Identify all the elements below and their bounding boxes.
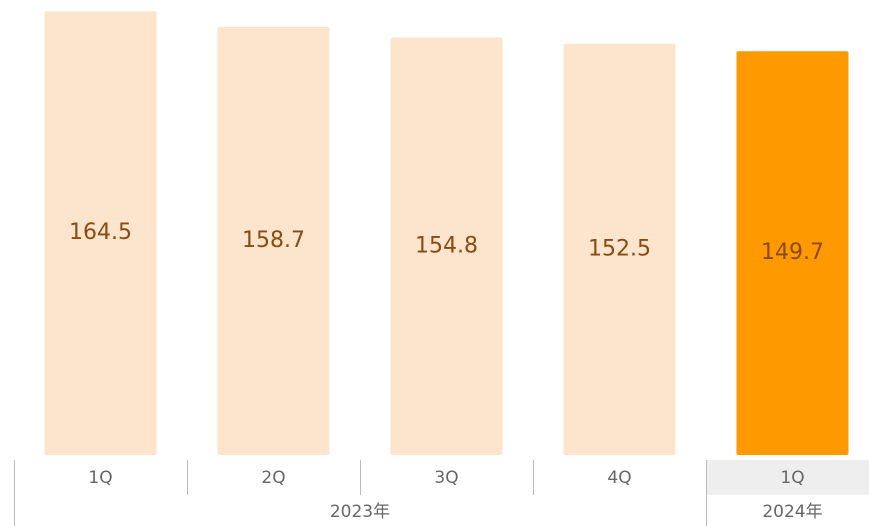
- value-label: 152.5: [588, 236, 651, 261]
- value-label: 154.8: [415, 233, 478, 258]
- bar: [563, 43, 676, 455]
- bar: [390, 37, 503, 455]
- x-tick-label: 2Q: [261, 468, 285, 488]
- x-tick-label: 3Q: [434, 468, 458, 488]
- x-tick-label: 1Q: [88, 468, 112, 488]
- value-label: 149.7: [761, 240, 824, 265]
- bar: [736, 51, 849, 455]
- value-label: 158.7: [242, 228, 305, 253]
- group-label: 2023年: [330, 502, 390, 522]
- bar: [217, 26, 330, 456]
- group-label: 2024年: [762, 502, 822, 522]
- bar: [44, 11, 157, 456]
- x-tick-label: 1Q: [780, 468, 804, 488]
- highlight-band: [706, 460, 869, 495]
- value-label: 164.5: [69, 220, 132, 245]
- x-tick-label: 4Q: [607, 468, 631, 488]
